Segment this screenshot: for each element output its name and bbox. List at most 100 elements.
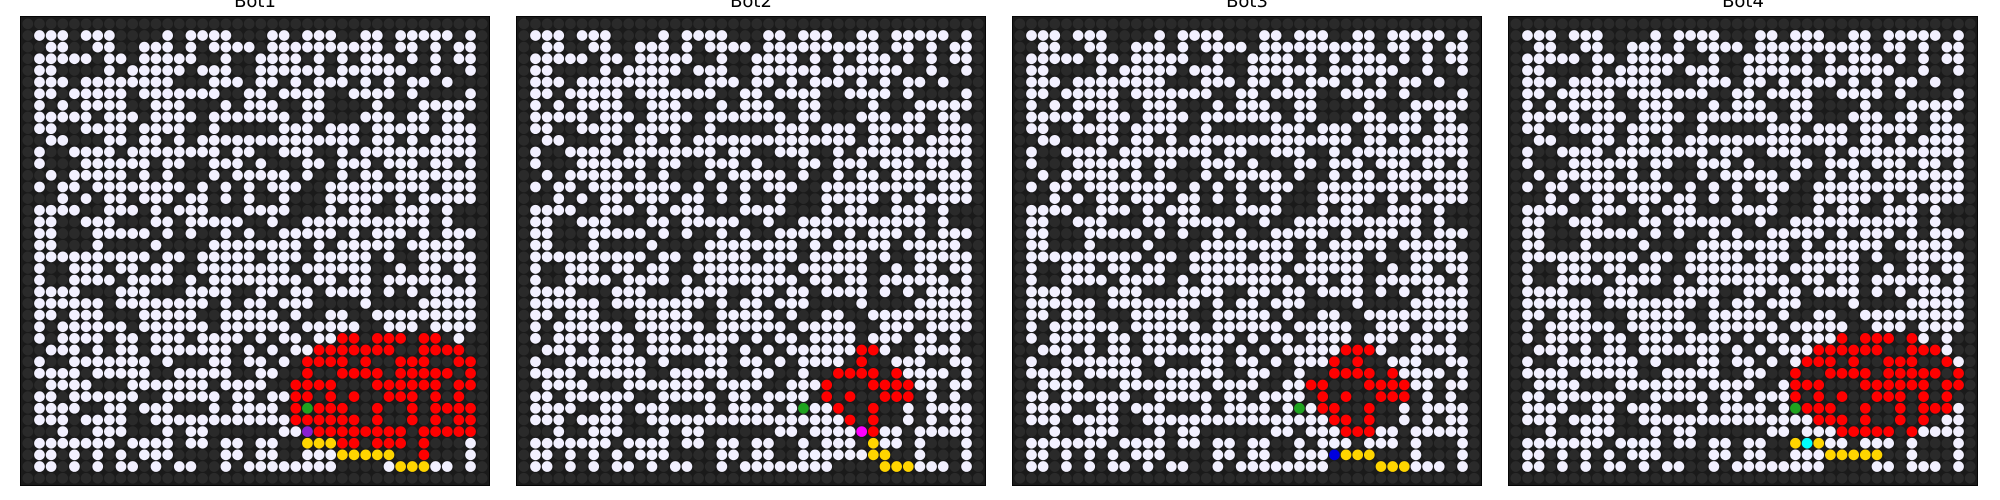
- blocked-cell: [693, 472, 704, 484]
- open-cell: [325, 309, 337, 321]
- open-cell: [80, 76, 92, 88]
- open-cell: [774, 263, 786, 274]
- open-cell: [104, 100, 115, 111]
- blocked-cell: [798, 251, 809, 263]
- blocked-cell: [1661, 30, 1673, 41]
- blocked-cell: [1685, 53, 1696, 65]
- blocked-cell: [1363, 204, 1375, 216]
- blocked-cell: [45, 158, 57, 169]
- blocked-cell: [681, 402, 693, 414]
- open-cell: [576, 379, 588, 391]
- blocked-cell: [1259, 18, 1270, 30]
- blocked-cell: [1189, 169, 1200, 181]
- open-cell: [267, 367, 278, 379]
- blocked-cell: [961, 391, 972, 402]
- blocked-cell: [476, 379, 488, 391]
- blocked-cell: [1329, 461, 1340, 472]
- open-cell: [1445, 391, 1457, 402]
- open-cell: [232, 414, 243, 426]
- open-cell: [553, 426, 565, 437]
- open-cell: [173, 461, 185, 472]
- open-cell: [809, 228, 821, 239]
- open-cell: [623, 65, 635, 76]
- open-cell: [739, 100, 751, 111]
- open-cell: [1294, 461, 1305, 472]
- blocked-cell: [728, 204, 739, 216]
- blocked-cell: [173, 193, 185, 204]
- open-cell: [1398, 123, 1410, 135]
- blocked-cell: [1468, 134, 1480, 146]
- open-cell: [600, 146, 611, 158]
- open-cell: [1142, 193, 1154, 204]
- open-cell: [1235, 146, 1247, 158]
- open-cell: [704, 76, 716, 88]
- open-cell: [80, 391, 92, 402]
- blocked-cell: [891, 18, 902, 30]
- fire-cell: [1363, 426, 1375, 437]
- open-cell: [395, 30, 406, 41]
- open-cell: [937, 298, 949, 309]
- blocked-cell: [1014, 391, 1026, 402]
- blocked-cell: [972, 356, 984, 368]
- open-cell: [1433, 181, 1445, 193]
- open-cell: [623, 111, 635, 123]
- blocked-cell: [69, 65, 80, 76]
- open-cell: [383, 216, 395, 228]
- open-cell: [565, 88, 576, 100]
- open-cell: [1433, 309, 1445, 321]
- open-cell: [1259, 251, 1270, 263]
- open-cell: [1084, 30, 1096, 41]
- open-cell: [255, 239, 267, 251]
- blocked-cell: [1557, 41, 1568, 53]
- blocked-cell: [856, 123, 868, 135]
- blocked-cell: [1247, 123, 1259, 135]
- blocked-cell: [267, 298, 278, 309]
- fire-cell: [453, 426, 465, 437]
- open-cell: [360, 239, 372, 251]
- open-cell: [138, 65, 150, 76]
- open-cell: [34, 30, 45, 41]
- open-cell: [1224, 449, 1235, 461]
- open-cell: [302, 111, 313, 123]
- blocked-cell: [728, 344, 739, 356]
- fire-cell: [1387, 379, 1398, 391]
- open-cell: [1270, 298, 1282, 309]
- open-cell: [150, 65, 162, 76]
- blocked-cell: [220, 18, 232, 30]
- open-cell: [57, 426, 69, 437]
- blocked-cell: [1014, 134, 1026, 146]
- blocked-cell: [1096, 298, 1107, 309]
- button-cell: [798, 402, 809, 414]
- blocked-cell: [1457, 239, 1468, 251]
- blocked-cell: [173, 286, 185, 298]
- open-cell: [716, 30, 728, 41]
- open-cell: [1433, 216, 1445, 228]
- open-cell: [1445, 286, 1457, 298]
- open-cell: [1084, 239, 1096, 251]
- open-cell: [1410, 239, 1422, 251]
- blocked-cell: [611, 239, 623, 251]
- blocked-cell: [476, 286, 488, 298]
- open-cell: [1177, 298, 1189, 309]
- open-cell: [325, 321, 337, 333]
- open-cell: [669, 309, 681, 321]
- open-cell: [208, 134, 220, 146]
- open-cell: [1317, 333, 1329, 344]
- blocked-cell: [1154, 472, 1165, 484]
- blocked-cell: [681, 123, 693, 135]
- blocked-cell: [197, 123, 208, 135]
- open-cell: [325, 193, 337, 204]
- blocked-cell: [518, 367, 530, 379]
- open-cell: [34, 391, 45, 402]
- blocked-cell: [518, 30, 530, 41]
- blocked-cell: [1363, 391, 1375, 402]
- open-cell: [173, 333, 185, 344]
- open-cell: [565, 309, 576, 321]
- fire-cell: [337, 367, 348, 379]
- open-cell: [1061, 111, 1072, 123]
- blocked-cell: [879, 18, 891, 30]
- blocked-cell: [681, 18, 693, 30]
- open-cell: [541, 239, 553, 251]
- open-cell: [1294, 344, 1305, 356]
- open-cell: [821, 216, 833, 228]
